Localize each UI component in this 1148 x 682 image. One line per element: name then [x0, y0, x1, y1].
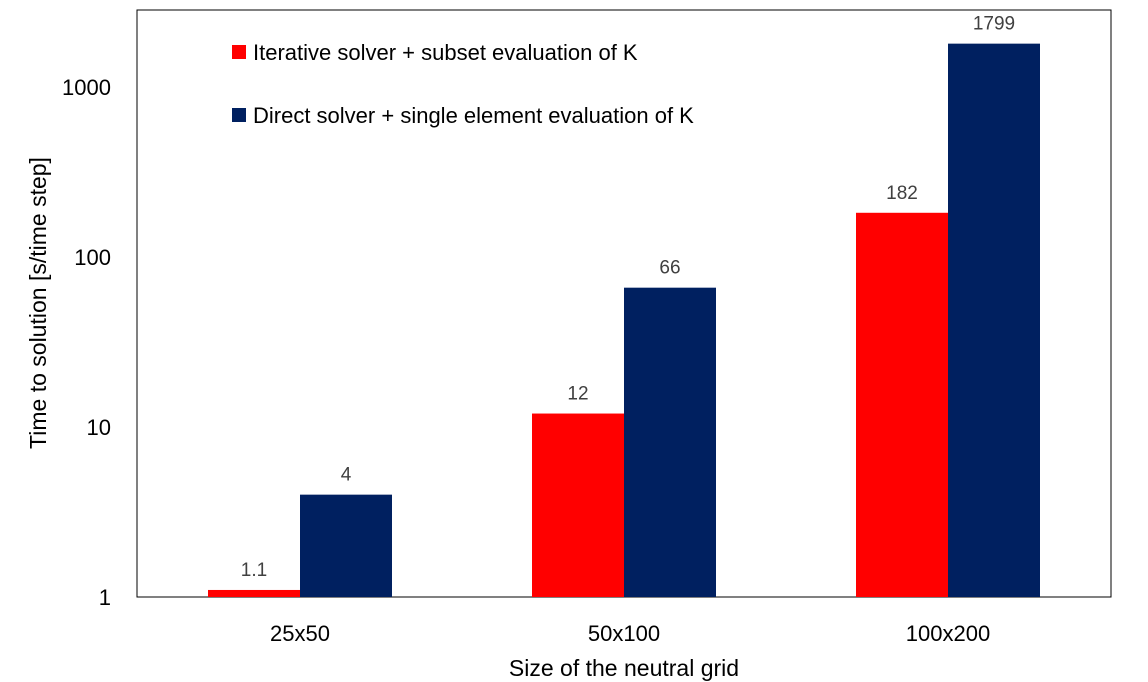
x-tick-label: 50x100	[588, 621, 660, 646]
bar	[624, 287, 716, 597]
bar	[208, 589, 300, 597]
y-tick-label: 100	[74, 245, 111, 270]
data-label: 66	[659, 258, 680, 279]
bar	[856, 212, 948, 598]
bar	[948, 43, 1040, 597]
legend: Iterative solver + subset evaluation of …	[232, 40, 694, 128]
y-tick-label: 10	[87, 415, 111, 440]
data-label: 1799	[973, 14, 1015, 35]
legend-label: Iterative solver + subset evaluation of …	[253, 40, 638, 65]
data-label: 1.1	[241, 560, 267, 581]
y-axis-title: Time to solution [s/time step]	[25, 157, 51, 449]
data-label: 4	[341, 465, 352, 486]
legend-swatch	[232, 45, 246, 59]
x-tick-label: 25x50	[270, 621, 330, 646]
x-axis-ticks: 25x50 50x100 100x200	[270, 621, 990, 646]
bar	[532, 413, 624, 597]
data-label: 12	[567, 384, 588, 405]
y-axis-ticks: 1 10 100 1000	[62, 75, 111, 610]
y-tick-label: 1000	[62, 75, 111, 100]
data-label: 182	[886, 183, 918, 204]
bar	[300, 494, 392, 597]
x-axis-title: Size of the neutral grid	[509, 655, 739, 681]
y-tick-label: 1	[99, 585, 111, 610]
legend-label: Direct solver + single element evaluatio…	[253, 103, 694, 128]
x-tick-label: 100x200	[906, 621, 990, 646]
bars: 1.1 4 12 66 182 1799	[208, 14, 1040, 598]
legend-swatch	[232, 108, 246, 122]
